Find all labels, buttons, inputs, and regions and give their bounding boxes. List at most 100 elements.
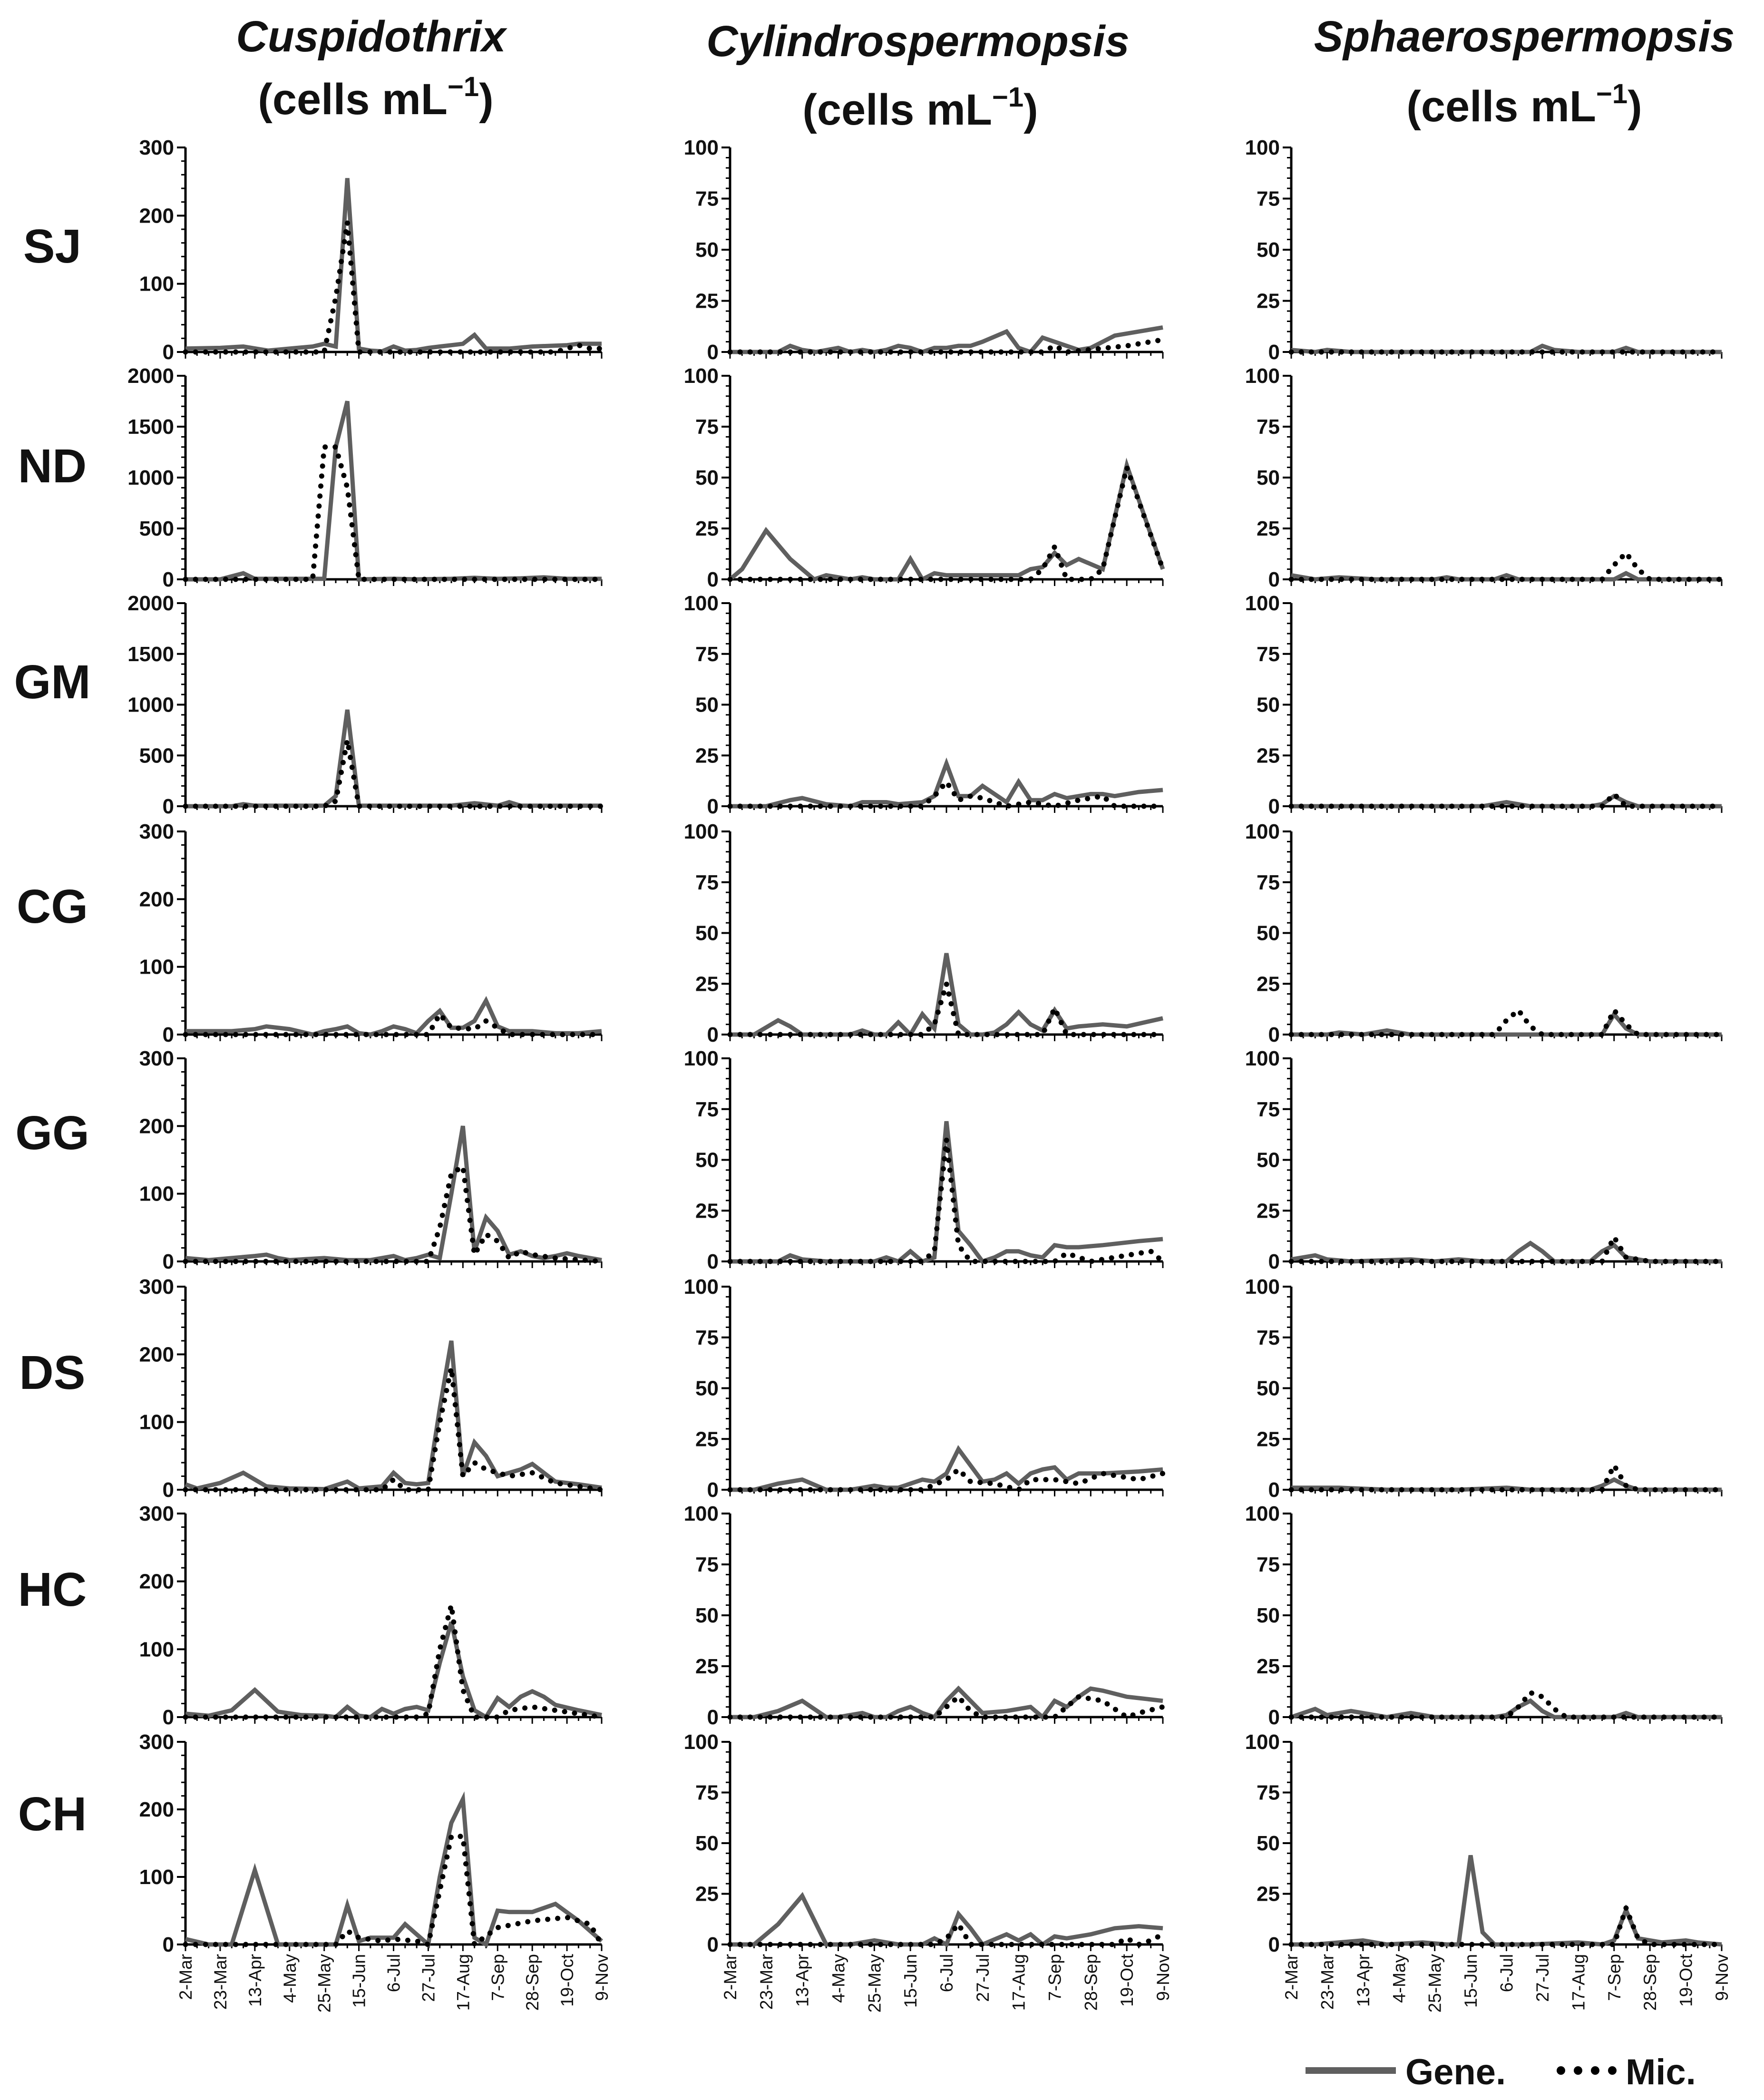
legend-mic-swatch xyxy=(1557,2066,1617,2075)
y-tick-label: 25 xyxy=(695,1883,719,1906)
series-mic-line xyxy=(1288,548,1725,582)
series-mic-line xyxy=(727,337,1166,355)
y-tick-label: 100 xyxy=(684,592,719,615)
row-label-sj: SJ xyxy=(23,220,81,273)
y-tick-label: 200 xyxy=(139,1114,174,1138)
x-tick-label: 25-May xyxy=(1425,1954,1445,2013)
panel-cg-1: 0 25 50 75 100 xyxy=(684,820,1166,1046)
y-tick-label: 50 xyxy=(1257,1604,1280,1627)
column-titles: Cuspidothrix (cells mL−1) Cylindrospermo… xyxy=(236,12,1735,134)
y-tick-label: 25 xyxy=(695,1427,719,1451)
x-tick-label: 6-Jul xyxy=(384,1954,404,1992)
panel-sj-1: 0 25 50 75 100 xyxy=(684,136,1166,364)
series-mic-line xyxy=(727,777,1166,809)
y-tick-label: 25 xyxy=(1257,1199,1280,1222)
y-tick-label: 0 xyxy=(163,1023,174,1046)
y-tick-label: 300 xyxy=(139,1730,174,1754)
y-tick-label: 200 xyxy=(139,204,174,227)
y-tick-label: 25 xyxy=(1257,290,1280,313)
y-tick-label: 0 xyxy=(707,568,719,591)
series-gene-line xyxy=(730,1685,1163,1720)
legend-gene-label: Gene. xyxy=(1405,2052,1506,2092)
y-tick-label: 100 xyxy=(1245,1275,1280,1299)
y-tick-label: 100 xyxy=(1245,136,1280,159)
y-tick-label: 0 xyxy=(1268,1478,1280,1502)
y-tick-label: 0 xyxy=(1268,1250,1280,1273)
panel-cg-2: 0 25 50 75 100 xyxy=(1245,820,1725,1046)
series-gene-line xyxy=(1291,1855,1722,1947)
y-tick-label: 50 xyxy=(1257,466,1280,489)
x-tick-label: 23-Mar xyxy=(211,1954,230,2010)
y-tick-label: 50 xyxy=(1257,693,1280,717)
panel-ds-2: 0 25 50 75 100 xyxy=(1245,1275,1725,1502)
y-tick-label: 25 xyxy=(1257,517,1280,540)
y-tick-label: 100 xyxy=(684,1275,719,1299)
y-tick-label: 50 xyxy=(695,466,719,489)
row-label-cg: CG xyxy=(17,880,88,933)
panel-ch-1: 0 25 50 75 100 xyxy=(684,1730,1166,1956)
y-tick-label: 0 xyxy=(1268,341,1280,364)
y-tick-label: 100 xyxy=(684,820,719,843)
y-tick-label: 50 xyxy=(1257,1377,1280,1400)
y-tick-label: 25 xyxy=(1257,1655,1280,1678)
series-mic-line xyxy=(183,1604,604,1720)
y-tick-label: 75 xyxy=(695,1098,719,1121)
x-tick-label: 2-Mar xyxy=(721,1954,740,2000)
row-label-nd: ND xyxy=(18,440,87,493)
x-tick-label: 6-Jul xyxy=(937,1954,956,1992)
panel-hc-0: 0 100 200 300 xyxy=(139,1502,604,1729)
series-gene-line xyxy=(730,1121,1163,1264)
y-tick-label: 75 xyxy=(1257,1098,1280,1121)
x-tick-label: 25-May xyxy=(865,1954,884,2013)
panel-cg-0: 0 100 200 300 xyxy=(139,820,604,1046)
x-tick-label: 2-Mar xyxy=(1282,1954,1301,2000)
panel-gg-0: 0 100 200 300 xyxy=(139,1047,604,1273)
x-tick-label: 17-Aug xyxy=(1009,1954,1029,2011)
y-tick-label: 300 xyxy=(139,1047,174,1070)
x-tick-label: 17-Aug xyxy=(1569,1954,1588,2011)
x-tick-label: 9-Nov xyxy=(1153,1954,1173,2001)
y-tick-label: 200 xyxy=(139,1570,174,1593)
series-mic-line xyxy=(183,222,604,355)
y-tick-label: 100 xyxy=(139,1866,174,1889)
column-unit-cylindrospermopsis: (cells mL−1) xyxy=(802,82,1038,134)
series-gene-line xyxy=(185,1340,602,1492)
series-gene-line xyxy=(1290,1698,1722,1719)
row-label-gg: GG xyxy=(15,1106,89,1160)
series-mic-line xyxy=(1288,1005,1725,1037)
y-tick-label: 100 xyxy=(139,1638,174,1661)
row-label-hc: HC xyxy=(18,1563,87,1616)
y-tick-label: 100 xyxy=(684,1047,719,1070)
panel-gg-2: 0 25 50 75 100 xyxy=(1245,1047,1725,1273)
series-mic-line xyxy=(727,1139,1166,1264)
y-tick-label: 75 xyxy=(1257,1781,1280,1805)
panel-ds-1: 0 25 50 75 100 xyxy=(684,1275,1166,1502)
x-tick-label: 28-Sep xyxy=(523,1954,542,2011)
x-tick-label: 27-Jul xyxy=(973,1954,993,2002)
y-tick-label: 50 xyxy=(1257,1149,1280,1172)
y-tick-label: 200 xyxy=(139,888,174,911)
y-tick-label: 25 xyxy=(695,972,719,996)
y-tick-label: 100 xyxy=(139,1411,174,1434)
series-gene-line xyxy=(185,1791,603,1949)
panel-gm-1: 0 25 50 75 100 xyxy=(684,592,1166,818)
y-tick-label: 75 xyxy=(1257,415,1280,439)
x-tick-label: 15-Jun xyxy=(901,1954,920,2008)
y-tick-label: 75 xyxy=(695,415,719,439)
y-tick-label: 1000 xyxy=(127,466,174,489)
y-tick-label: 100 xyxy=(1245,1502,1280,1525)
y-tick-label: 0 xyxy=(163,341,174,364)
x-tick-label: 7-Sep xyxy=(488,1954,507,2001)
x-tick-label: 19-Oct xyxy=(1117,1953,1137,2007)
y-tick-label: 1500 xyxy=(127,415,174,439)
series-gene-line xyxy=(730,1445,1163,1492)
y-tick-label: 75 xyxy=(1257,871,1280,894)
series-gene-line xyxy=(1291,343,1722,354)
y-tick-label: 0 xyxy=(707,1706,719,1729)
y-tick-label: 100 xyxy=(684,1502,719,1525)
y-tick-label: 0 xyxy=(1268,568,1280,591)
y-tick-label: 200 xyxy=(139,1343,174,1366)
y-tick-label: 25 xyxy=(695,1655,719,1678)
y-tick-label: 75 xyxy=(695,187,719,211)
